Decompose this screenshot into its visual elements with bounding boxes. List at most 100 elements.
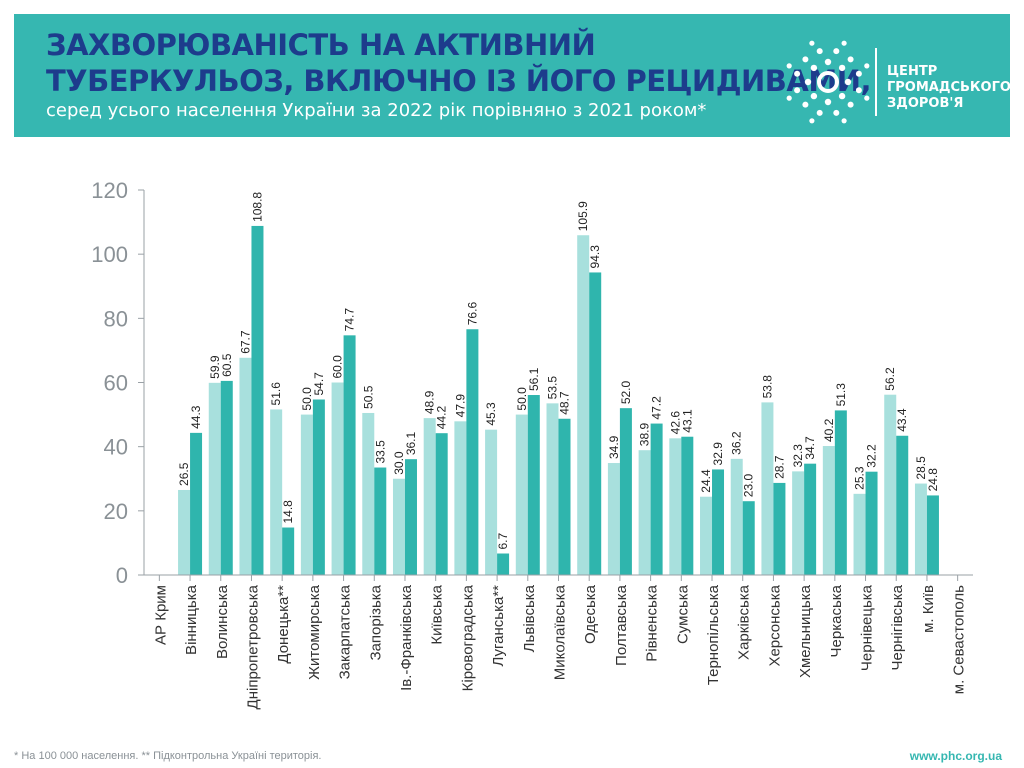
x-tick-label: Хмельницька bbox=[797, 584, 814, 678]
bar bbox=[712, 469, 725, 575]
logo-divider bbox=[875, 48, 877, 116]
data-label: 34.9 bbox=[607, 435, 621, 459]
logo-line-3: ЗДОРОВ'Я bbox=[887, 96, 964, 111]
bar bbox=[761, 402, 774, 575]
bar bbox=[804, 463, 817, 575]
phc-logo: ЦЕНТР ГРОМАДСЬКОГО ЗДОРОВ'Я bbox=[784, 38, 1011, 126]
x-tick-label: Чернівецька bbox=[859, 584, 876, 671]
bar bbox=[374, 467, 387, 575]
data-label: 42.6 bbox=[668, 411, 682, 435]
data-label: 50.5 bbox=[361, 385, 375, 409]
title-line-1: ЗАХВОРЮВАНІСТЬ НА АКТИВНИЙ bbox=[46, 28, 596, 62]
y-tick-label: 60 bbox=[104, 371, 128, 396]
bar bbox=[914, 483, 927, 575]
data-label: 33.5 bbox=[373, 440, 387, 464]
bar bbox=[300, 414, 313, 575]
x-tick-label: Миколаївська bbox=[552, 584, 569, 680]
bar bbox=[239, 357, 252, 575]
bar bbox=[926, 495, 939, 575]
data-label: 36.2 bbox=[730, 431, 744, 455]
y-tick-label: 20 bbox=[104, 499, 128, 524]
logo-text: ЦЕНТР ГРОМАДСЬКОГО ЗДОРОВ'Я bbox=[887, 64, 1011, 112]
header-banner: ЗАХВОРЮВАНІСТЬ НА АКТИВНИЙ ТУБЕРКУЛЬОЗ, … bbox=[14, 14, 1011, 137]
bar bbox=[577, 235, 590, 576]
data-label: 53.5 bbox=[546, 376, 560, 400]
data-label: 6.7 bbox=[496, 532, 510, 549]
data-label: 48.7 bbox=[558, 391, 572, 415]
data-label: 24.4 bbox=[699, 469, 713, 493]
x-tick-label: Полтавська bbox=[613, 584, 630, 666]
bar bbox=[404, 459, 417, 575]
data-label: 14.8 bbox=[281, 500, 295, 524]
bar bbox=[423, 418, 436, 575]
bar bbox=[896, 435, 909, 575]
logo-line-2: ГРОМАДСЬКОГО bbox=[887, 80, 1011, 95]
bar bbox=[822, 446, 835, 575]
footnote: * На 100 000 населення. ** Підконтрольна… bbox=[14, 750, 322, 762]
x-tick-label: м. Київ bbox=[920, 585, 937, 633]
data-label: 26.5 bbox=[177, 462, 191, 486]
x-tick-label: Рівненська bbox=[644, 584, 661, 661]
y-tick-label: 0 bbox=[116, 563, 128, 588]
bar bbox=[435, 433, 448, 575]
bar bbox=[466, 329, 479, 575]
data-label: 59.9 bbox=[208, 355, 222, 379]
data-label: 43.4 bbox=[895, 408, 909, 432]
x-axis: АР Крим Вінницька Волинська Дніпропетровськ… bbox=[144, 574, 973, 709]
x-tick-label: Київська bbox=[429, 584, 446, 644]
y-tick-label: 80 bbox=[104, 306, 128, 331]
x-tick-label: м. Севастополь bbox=[951, 585, 968, 694]
data-label: 30.0 bbox=[392, 451, 406, 475]
bar bbox=[558, 418, 571, 575]
data-label: 50.0 bbox=[515, 387, 529, 411]
bar bbox=[485, 429, 498, 575]
bar bbox=[251, 225, 264, 575]
y-axis: 0 20 40 60 80 100 120 bbox=[91, 178, 145, 588]
data-label: 28.7 bbox=[772, 455, 786, 479]
bar bbox=[792, 471, 805, 575]
x-tick-label: Донецька** bbox=[275, 585, 292, 664]
bars: 26.544.359.960.567.7108.851.614.850.054.… bbox=[177, 192, 940, 576]
bar bbox=[773, 482, 786, 575]
data-label: 56.2 bbox=[883, 367, 897, 391]
data-label: 51.6 bbox=[269, 382, 283, 406]
data-label: 50.0 bbox=[300, 387, 314, 411]
x-tick-label: Львівська bbox=[521, 584, 538, 652]
bar bbox=[527, 395, 540, 575]
website-link[interactable]: www.phc.org.ua bbox=[909, 749, 1002, 763]
data-label: 47.9 bbox=[453, 394, 467, 418]
data-label: 51.3 bbox=[834, 383, 848, 407]
x-tick-label: Ів.-Франківська bbox=[398, 584, 415, 691]
x-tick-label: Херсонська bbox=[766, 584, 783, 666]
data-label: 44.3 bbox=[189, 405, 203, 429]
data-label: 56.1 bbox=[527, 367, 541, 391]
data-label: 44.2 bbox=[435, 406, 449, 430]
bar bbox=[497, 553, 510, 575]
logo-dots-icon bbox=[786, 40, 870, 124]
y-tick-label: 40 bbox=[104, 435, 128, 460]
x-tick-label: Одеська bbox=[582, 584, 599, 644]
bar bbox=[190, 432, 203, 575]
bar bbox=[392, 478, 405, 575]
data-label: 67.7 bbox=[238, 330, 252, 354]
data-label: 60.0 bbox=[331, 355, 345, 379]
y-tick-label: 120 bbox=[91, 178, 128, 203]
bar bbox=[343, 335, 356, 575]
bar bbox=[650, 423, 663, 575]
x-tick-label: Харківська bbox=[736, 584, 753, 660]
data-label: 43.1 bbox=[680, 409, 694, 433]
x-tick-label: Тернопільська bbox=[705, 584, 722, 685]
bar bbox=[546, 403, 559, 575]
bar bbox=[607, 463, 620, 575]
bar bbox=[669, 438, 682, 575]
data-label: 32.2 bbox=[865, 444, 879, 468]
bar bbox=[730, 458, 743, 575]
data-label: 34.7 bbox=[803, 436, 817, 460]
bar bbox=[515, 414, 528, 575]
bar bbox=[282, 527, 295, 575]
title-line-2: ТУБЕРКУЛЬОЗ, ВКЛЮЧНО ІЗ ЙОГО РЕЦИДИВАМИ, bbox=[46, 64, 872, 98]
bar bbox=[312, 399, 325, 575]
bar bbox=[700, 496, 713, 575]
x-tick-label: Закарпатська bbox=[337, 584, 354, 679]
data-label: 47.2 bbox=[650, 396, 664, 420]
